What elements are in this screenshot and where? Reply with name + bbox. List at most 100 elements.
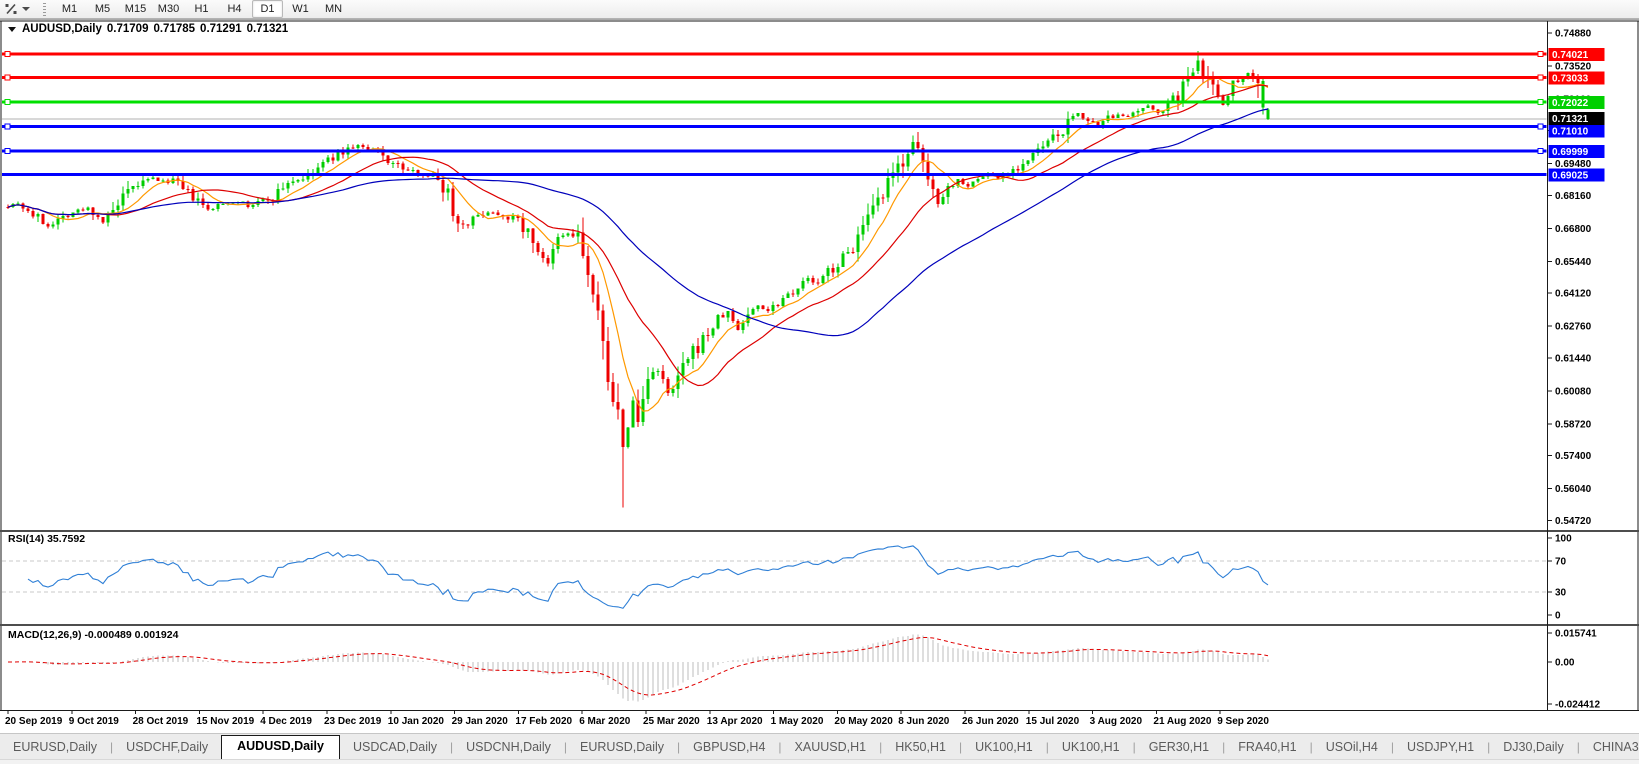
x-axis-tick: 17 Feb 2020 [515, 716, 572, 727]
tab-usoil-h4[interactable]: USOil,H4 [1325, 740, 1378, 754]
hline-handle[interactable] [4, 74, 11, 81]
hline-handle[interactable] [1537, 148, 1544, 155]
price-label-0.71321: 0.71321 [1552, 114, 1589, 125]
y-axis-tick: 0.62760 [1555, 322, 1592, 333]
x-axis-tick: 3 Aug 2020 [1090, 716, 1143, 727]
macd-signal-line [8, 637, 1269, 696]
price-scale[interactable]: 0.748800.735200.721600.708400.694800.681… [1548, 29, 1605, 528]
candles-series [6, 50, 1270, 508]
timeframe-button-m30[interactable]: M30 [157, 3, 180, 15]
price-label-0.69999: 0.69999 [1552, 147, 1589, 158]
timeframe-button-w1[interactable]: W1 [292, 3, 309, 15]
x-axis-tick: 28 Oct 2019 [133, 716, 189, 727]
hline-handle[interactable] [4, 123, 11, 130]
collapse-chart-icon[interactable] [8, 26, 16, 32]
hline-handle[interactable] [1537, 123, 1544, 130]
tab-divider: | [1132, 739, 1136, 754]
x-axis-tick: 20 May 2020 [834, 716, 893, 727]
price-chart-canvas[interactable]: RSI(14) 35.7592 100 70 30 0 MACD(12,26,9) -0.… [0, 19, 1639, 733]
tab-uk100-h1[interactable]: UK100,H1 [975, 740, 1033, 754]
tab-hk50-h1[interactable]: HK50,H1 [895, 740, 946, 754]
tab-divider: | [1222, 739, 1226, 754]
date-axis[interactable]: 20 Sep 2019 9 Oct 2019 28 Oct 2019 15 Nov 2… [5, 710, 1269, 727]
hline-handle[interactable] [4, 148, 11, 155]
tab-eurusd-daily[interactable]: EURUSD,Daily [13, 740, 98, 754]
y-axis-tick: 0.64120 [1555, 289, 1592, 300]
rsi-line [27, 545, 1269, 609]
tab-divider: | [958, 739, 963, 754]
x-axis-tick: 23 Dec 2019 [324, 716, 382, 727]
tab-usdcad-daily[interactable]: USDCAD,Daily [352, 740, 437, 754]
x-axis-tick: 1 May 2020 [771, 716, 824, 727]
tab-usdjpy-h1[interactable]: USDJPY,H1 [1406, 740, 1475, 754]
x-axis-tick: 26 Jun 2020 [962, 716, 1019, 727]
x-axis-tick: 15 Jul 2020 [1026, 716, 1080, 727]
chart-tab-bar: EURUSD,Daily | USDCHF,Daily AUDUSD,Daily USD… [0, 733, 1639, 759]
timeframe-button-m1[interactable]: M1 [61, 3, 78, 15]
tab-divider: | [110, 739, 114, 754]
price-pane[interactable] [2, 50, 1547, 508]
hline-handle[interactable] [4, 99, 11, 106]
x-axis-tick: 25 Mar 2020 [643, 716, 700, 727]
x-axis-tick: 29 Jan 2020 [452, 716, 509, 727]
tab-dj30-daily[interactable]: DJ30,Daily [1503, 740, 1564, 754]
timeframe-button-m5[interactable]: M5 [94, 3, 111, 15]
tab-eurusd-daily[interactable]: EURUSD,Daily [579, 740, 665, 754]
timeframe-button-h1[interactable]: H1 [194, 3, 209, 15]
y-axis-tick: 0.69480 [1555, 159, 1592, 170]
timeframe-button-m15[interactable]: M15 [124, 3, 147, 15]
tab-audusd-daily[interactable]: AUDUSD,Daily [221, 735, 340, 759]
ma-mid-line [7, 84, 1269, 387]
macd-histogram [12, 634, 1269, 702]
rsi-scale-tick: 100 [1555, 534, 1572, 545]
tab-usdchf-daily[interactable]: USDCHF,Daily [126, 740, 209, 754]
macd-scale-tick: -0.024412 [1555, 700, 1600, 711]
tab-divider: | [450, 739, 454, 754]
ma-slow-line [7, 108, 1269, 337]
y-axis-tick: 0.61440 [1555, 354, 1592, 365]
tab-divider: | [879, 739, 883, 754]
tab-uk100-h1[interactable]: UK100,H1 [1061, 740, 1120, 754]
hline-handle[interactable] [1537, 50, 1544, 57]
price-label-0.73033: 0.73033 [1552, 74, 1589, 85]
toolbar-grip-handle[interactable] [43, 2, 46, 16]
x-axis-tick: 13 Apr 2020 [707, 716, 763, 727]
tab-gbpusd-h4[interactable]: GBPUSD,H4 [693, 740, 766, 754]
ohlc-low: 0.71291 [200, 23, 242, 35]
y-axis-tick: 0.58720 [1555, 419, 1592, 430]
price-label-0.74021: 0.74021 [1552, 50, 1589, 61]
tab-ger30-h1[interactable]: GER30,H1 [1148, 740, 1210, 754]
x-axis-tick: 15 Nov 2019 [196, 716, 254, 727]
hline-handle[interactable] [4, 50, 11, 57]
tab-divider: | [1576, 739, 1580, 754]
price-label-0.71010: 0.71010 [1552, 127, 1589, 138]
tab-divider: | [1309, 739, 1313, 754]
hline-handle[interactable] [1537, 74, 1544, 81]
rsi-scale-tick: 70 [1555, 557, 1567, 568]
macd-scale-tick: 0.00 [1555, 658, 1575, 669]
tab-divider: | [1390, 739, 1394, 754]
cursor-mode-icon[interactable] [3, 2, 19, 17]
price-label-0.69025: 0.69025 [1552, 171, 1589, 182]
tab-china300-h1[interactable]: CHINA300,H1 [1592, 740, 1639, 754]
tab-divider: | [677, 739, 681, 754]
status-strip [0, 759, 1639, 764]
macd-pane[interactable]: MACD(12,26,9) -0.000489 0.001924 0.015741… [8, 629, 1600, 711]
rsi-scale-tick: 0 [1555, 611, 1561, 622]
tab-fra40-h1[interactable]: FRA40,H1 [1238, 740, 1297, 754]
chevron-down-icon[interactable] [22, 7, 30, 11]
y-axis-tick: 0.65440 [1555, 257, 1592, 268]
x-axis-tick: 8 Jun 2020 [898, 716, 950, 727]
tab-usdcnh-daily[interactable]: USDCNH,Daily [466, 740, 551, 754]
timeframe-button-mn[interactable]: MN [324, 3, 343, 15]
ohlc-open: 0.71709 [106, 23, 149, 35]
rsi-pane[interactable]: RSI(14) 35.7592 100 70 30 0 [2, 533, 1572, 622]
tab-xauusd-h1[interactable]: XAUUSD,H1 [794, 740, 867, 754]
hline-handle[interactable] [1537, 99, 1544, 106]
timeframe-button-d1[interactable]: D1 [252, 0, 283, 18]
ma-fast-line [7, 77, 1269, 412]
timeframe-button-h4[interactable]: H4 [227, 3, 242, 15]
ohlc-high: 0.71785 [153, 23, 196, 35]
toolbar: M1 M5 M15 M30 H1 H4 D1 W1 MN [0, 0, 1639, 19]
